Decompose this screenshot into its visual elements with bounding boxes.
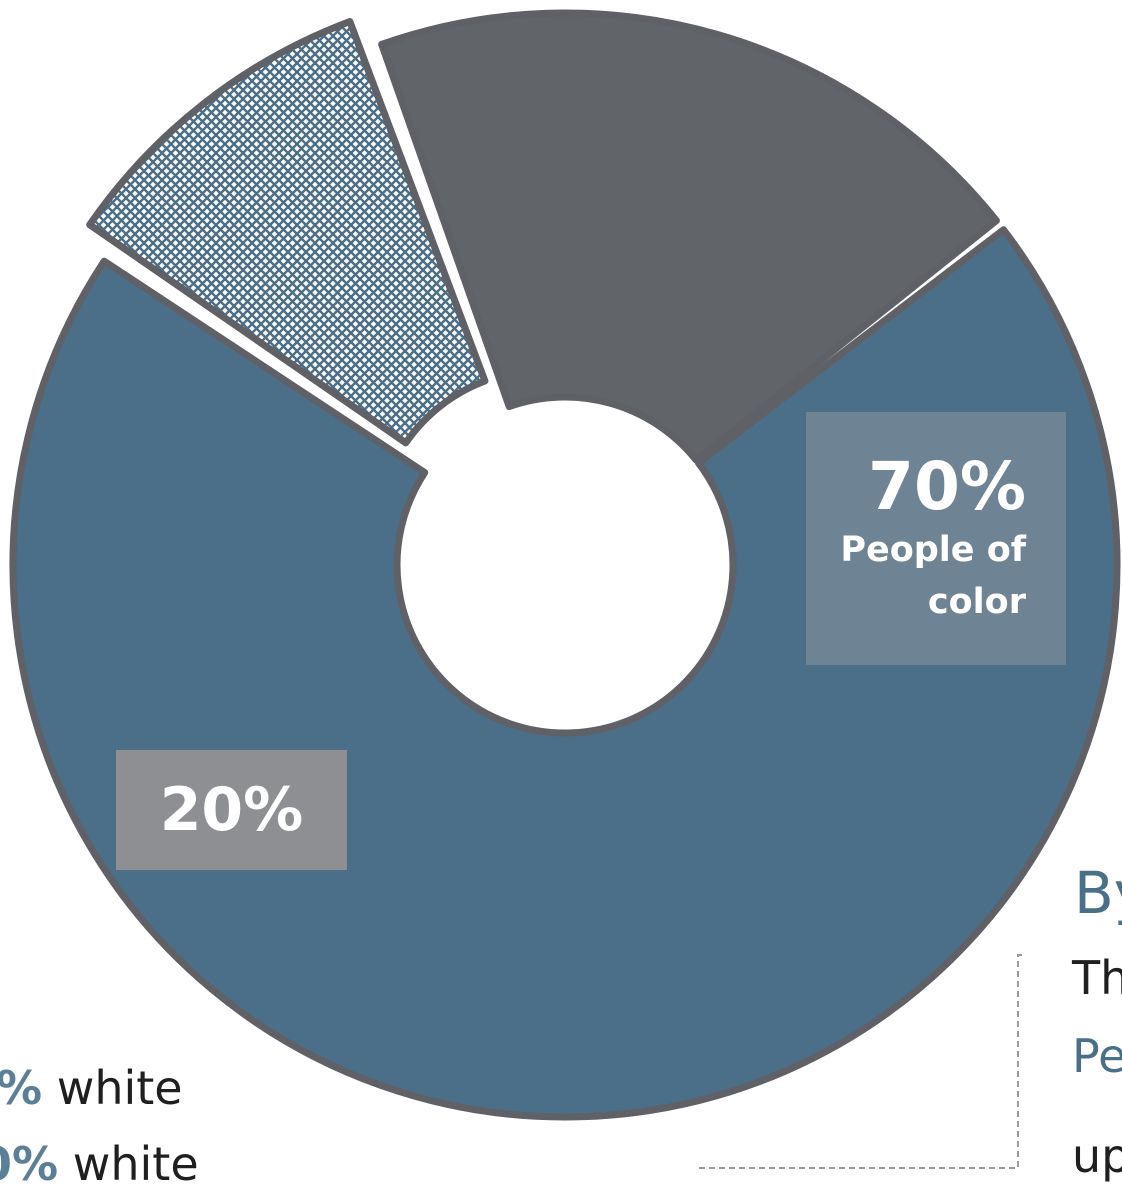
left-text-label: white xyxy=(58,1137,199,1191)
slice-label-white: 20% xyxy=(116,750,347,870)
left-text-percent: 0% xyxy=(0,1137,59,1191)
slice-white xyxy=(378,9,1000,464)
left-text-line-1: % white xyxy=(0,1060,183,1116)
right-heading: By xyxy=(1074,859,1122,927)
slice-value-label: 70% xyxy=(868,448,1026,525)
left-text-line-2: 0% white xyxy=(0,1136,199,1192)
slice-sublabel: People of color xyxy=(840,530,1026,622)
callout-connector-line xyxy=(698,954,1022,1169)
slice-other xyxy=(86,18,489,447)
left-text-label: white xyxy=(42,1061,183,1115)
right-text-line-2: Pe xyxy=(1072,1029,1122,1083)
slice-value-label: 20% xyxy=(159,775,304,845)
left-text-percent: % xyxy=(0,1061,43,1115)
right-text-line-1: Th xyxy=(1072,951,1122,1005)
right-text-line-3: up xyxy=(1072,1129,1122,1183)
slice-label-people-of-color: 70% People of color xyxy=(806,412,1066,665)
